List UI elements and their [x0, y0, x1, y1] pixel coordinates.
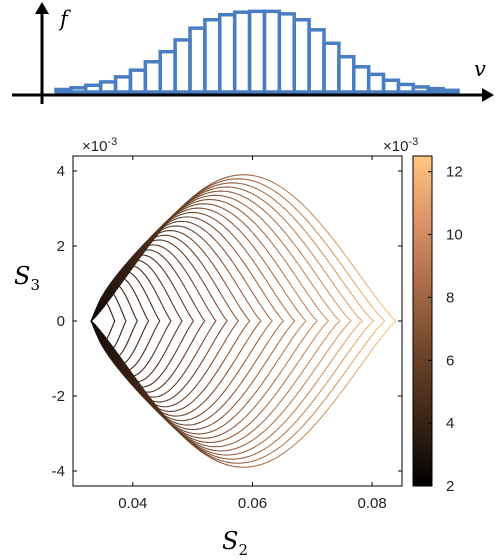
colorbar-scale-multiplier: ×10-3	[383, 136, 418, 155]
histogram-bar	[262, 9, 282, 94]
hist-y-axis-arrow	[35, 2, 49, 14]
y-tick-label: -4	[52, 463, 65, 480]
phase-curves	[90, 174, 397, 468]
x-axis-ticks: 0.04 0.06 0.08	[118, 156, 387, 512]
phase-curve	[90, 320, 397, 468]
histogram-bar	[441, 88, 460, 94]
hist-x-label: v	[474, 57, 486, 81]
colorbar-tick-label: 2	[446, 478, 454, 495]
histogram-bar	[203, 18, 222, 94]
histogram-bar	[337, 54, 356, 94]
histogram-bar	[426, 86, 445, 94]
phase-curve	[90, 259, 183, 322]
y-tick-label: 2	[57, 238, 65, 255]
histogram-bars	[54, 9, 460, 94]
plot-frame	[72, 155, 403, 487]
histogram-bar	[232, 10, 252, 94]
colorbar: 2 4 6 8 10 12 ×10-3	[383, 136, 463, 495]
phase-curve	[90, 320, 206, 393]
phase-curve	[90, 320, 183, 383]
phase-curve	[90, 320, 307, 435]
histogram-bar	[307, 28, 326, 94]
colorbar-tick-label: 8	[446, 289, 454, 306]
histogram-bar	[381, 78, 401, 94]
histogram-bar	[188, 26, 207, 94]
y-tick-label: 4	[57, 163, 65, 180]
y-axis-label: S3	[14, 262, 40, 294]
distribution-histogram: f v	[12, 2, 494, 104]
histogram-bar	[113, 75, 133, 94]
phase-curve	[90, 265, 172, 322]
colorbar-tick-label: 4	[446, 415, 454, 432]
y-axis-ticks: -4 -2 0 2 4	[52, 163, 402, 480]
x-tick-label: 0.04	[118, 495, 147, 512]
phase-curve	[90, 249, 206, 322]
phase-curve	[90, 320, 374, 460]
histogram-bar	[292, 18, 311, 94]
phase-curve	[90, 229, 251, 322]
histogram-bar	[247, 9, 267, 94]
histogram-bar	[54, 87, 73, 94]
histogram-bar	[411, 85, 430, 94]
colorbar-ticks: 2 4 6 8 10 12	[428, 164, 463, 495]
y-tick-label: -2	[52, 388, 65, 405]
histogram-bar	[143, 60, 162, 94]
phase-curve	[90, 320, 172, 377]
histogram-bar	[218, 12, 237, 94]
x-axis-label: S2	[222, 527, 248, 559]
histogram-bar	[322, 41, 341, 94]
phase-curve	[90, 320, 251, 413]
colorbar-gradient	[412, 155, 433, 487]
y-scale-multiplier: ×10-3	[82, 136, 117, 155]
phase-curve	[90, 182, 374, 322]
x-tick-label: 0.06	[238, 495, 267, 512]
s2-s3-plot: 0.04 0.06 0.08 -4 -2 0 2 4 ×10-3 S2 S3	[14, 136, 403, 559]
histogram-bar	[173, 38, 192, 94]
histogram-bar	[277, 12, 296, 94]
histogram-bar	[98, 80, 118, 94]
phase-curve	[90, 207, 307, 322]
colorbar-tick-label: 10	[446, 227, 463, 244]
phase-curve	[90, 320, 352, 452]
histogram-bar	[396, 82, 416, 94]
histogram-bar	[366, 72, 386, 94]
x-tick-label: 0.08	[357, 495, 386, 512]
histogram-bar	[352, 65, 371, 94]
histogram-bar	[84, 83, 103, 94]
colorbar-tick-label: 6	[446, 352, 454, 369]
phase-curve	[90, 190, 352, 322]
histogram-bar	[128, 68, 148, 94]
histogram-bar	[69, 86, 88, 94]
y-tick-label: 0	[57, 313, 65, 330]
histogram-bar	[158, 49, 177, 94]
hist-x-axis-arrow	[482, 88, 494, 102]
phase-curve	[90, 174, 397, 322]
hist-y-label: f	[58, 7, 71, 31]
colorbar-tick-label: 12	[446, 164, 463, 181]
